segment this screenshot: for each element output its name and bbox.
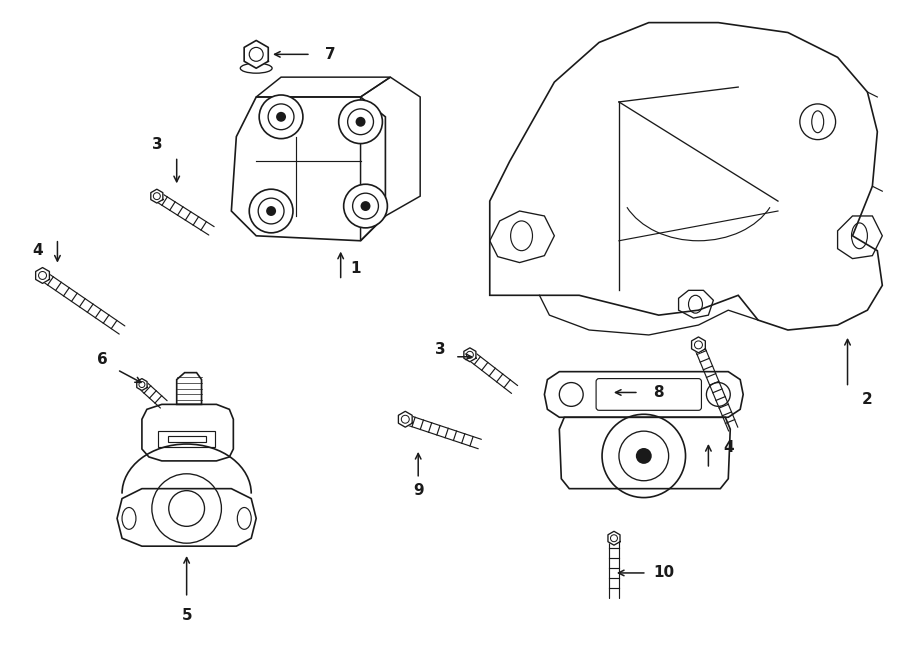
- Text: 3: 3: [151, 137, 162, 152]
- Circle shape: [266, 206, 276, 216]
- Polygon shape: [244, 40, 268, 68]
- Polygon shape: [464, 348, 476, 362]
- Ellipse shape: [240, 63, 272, 73]
- Text: 3: 3: [435, 342, 446, 358]
- Text: 2: 2: [862, 392, 873, 407]
- Polygon shape: [36, 268, 50, 284]
- Text: 1: 1: [350, 261, 361, 276]
- Text: 5: 5: [181, 608, 192, 623]
- Text: 8: 8: [653, 385, 664, 400]
- Polygon shape: [691, 337, 706, 353]
- Text: 6: 6: [97, 352, 107, 368]
- Text: 10: 10: [653, 565, 674, 580]
- Circle shape: [356, 117, 365, 127]
- Circle shape: [276, 112, 286, 122]
- Circle shape: [259, 95, 303, 139]
- Polygon shape: [137, 379, 147, 391]
- Polygon shape: [608, 531, 620, 545]
- Circle shape: [344, 184, 387, 228]
- Polygon shape: [399, 411, 412, 427]
- Circle shape: [249, 189, 293, 233]
- Circle shape: [635, 448, 652, 464]
- Circle shape: [361, 201, 371, 211]
- Polygon shape: [151, 189, 163, 203]
- Text: 4: 4: [723, 440, 734, 455]
- Text: 9: 9: [413, 483, 424, 498]
- Circle shape: [338, 100, 382, 143]
- Text: 7: 7: [326, 47, 336, 62]
- Text: 4: 4: [32, 243, 43, 258]
